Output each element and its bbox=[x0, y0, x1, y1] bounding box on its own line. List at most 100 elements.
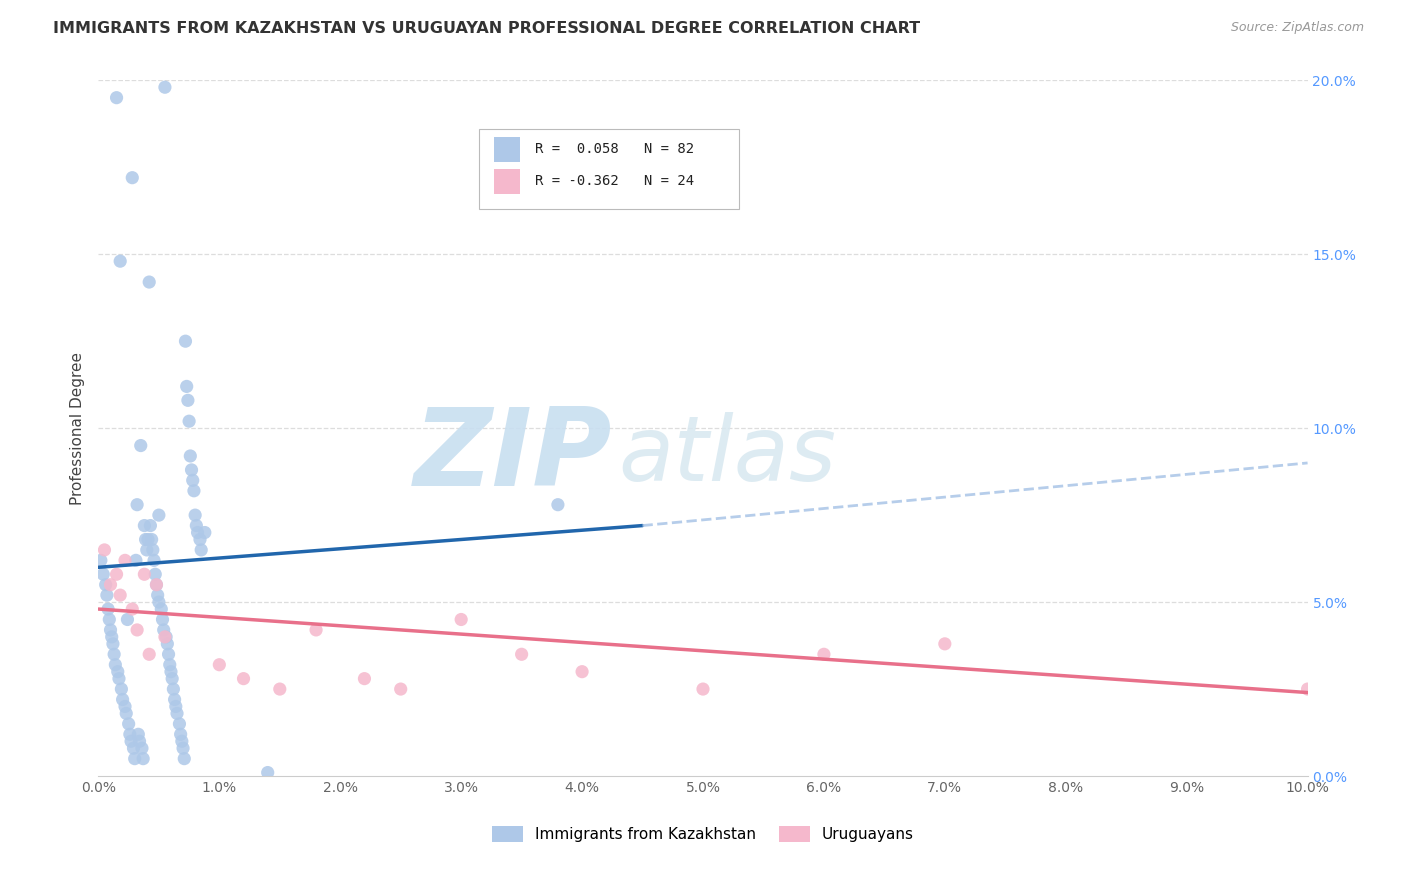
Point bbox=[105, 567, 128, 582]
Point bbox=[118, 717, 141, 731]
Point bbox=[129, 438, 152, 452]
Point bbox=[108, 254, 131, 268]
Point bbox=[91, 567, 114, 582]
Point bbox=[100, 578, 122, 592]
Point bbox=[163, 692, 186, 706]
Point bbox=[169, 717, 191, 731]
Y-axis label: Professional Degree: Professional Degree bbox=[69, 351, 84, 505]
Point bbox=[135, 533, 157, 547]
Text: R = -0.362   N = 24: R = -0.362 N = 24 bbox=[534, 174, 695, 188]
Point bbox=[142, 542, 165, 557]
Point bbox=[127, 498, 149, 512]
Point bbox=[186, 518, 208, 533]
Point bbox=[131, 741, 153, 756]
Point bbox=[115, 706, 138, 721]
Point bbox=[353, 672, 375, 686]
Point bbox=[181, 473, 204, 487]
Point bbox=[114, 699, 136, 714]
Point bbox=[98, 612, 121, 626]
Point bbox=[934, 637, 956, 651]
Point bbox=[136, 533, 159, 547]
Point bbox=[160, 665, 183, 679]
Point bbox=[120, 734, 142, 748]
Point bbox=[180, 463, 202, 477]
Point bbox=[127, 727, 149, 741]
Point bbox=[156, 637, 179, 651]
Point bbox=[110, 681, 132, 696]
Point bbox=[692, 681, 714, 696]
Point bbox=[134, 567, 156, 582]
Point bbox=[143, 553, 166, 567]
Text: ZIP: ZIP bbox=[413, 403, 613, 509]
Point bbox=[162, 681, 184, 696]
Point bbox=[90, 553, 112, 567]
Text: Source: ZipAtlas.com: Source: ZipAtlas.com bbox=[1230, 21, 1364, 35]
Point bbox=[96, 588, 118, 602]
Point bbox=[183, 483, 205, 498]
Point bbox=[97, 602, 120, 616]
Point bbox=[450, 612, 472, 626]
Point bbox=[173, 751, 195, 765]
Text: atlas: atlas bbox=[619, 412, 837, 500]
Point bbox=[118, 727, 141, 741]
Point bbox=[107, 665, 129, 679]
Point bbox=[111, 692, 134, 706]
Point bbox=[138, 648, 160, 662]
Point bbox=[93, 542, 115, 557]
Bar bbox=[494, 136, 520, 161]
Point bbox=[121, 602, 143, 616]
Point bbox=[159, 657, 181, 672]
Point bbox=[135, 542, 157, 557]
Point bbox=[94, 578, 117, 592]
Point bbox=[132, 751, 155, 765]
Point bbox=[165, 699, 187, 714]
Point bbox=[160, 672, 183, 686]
Point bbox=[170, 734, 193, 748]
Point bbox=[150, 602, 173, 616]
Point bbox=[143, 567, 166, 582]
Point bbox=[174, 334, 197, 348]
Point bbox=[148, 508, 170, 523]
Point bbox=[105, 90, 128, 104]
Point bbox=[148, 595, 170, 609]
Legend: Immigrants from Kazakhstan, Uruguayans: Immigrants from Kazakhstan, Uruguayans bbox=[486, 821, 920, 848]
Point bbox=[184, 508, 207, 523]
Point bbox=[256, 765, 278, 780]
Point bbox=[269, 681, 291, 696]
Point bbox=[152, 623, 174, 637]
Point bbox=[100, 630, 122, 644]
Point bbox=[152, 612, 174, 626]
Point bbox=[121, 170, 143, 185]
Point bbox=[124, 751, 146, 765]
Point bbox=[547, 498, 569, 512]
Point bbox=[1296, 681, 1319, 696]
Point bbox=[153, 630, 176, 644]
Point bbox=[166, 706, 188, 721]
Point bbox=[187, 525, 209, 540]
Point bbox=[114, 553, 136, 567]
Point bbox=[510, 648, 533, 662]
Point bbox=[108, 588, 131, 602]
Point bbox=[117, 612, 139, 626]
Point bbox=[389, 681, 412, 696]
Point bbox=[139, 518, 162, 533]
Point bbox=[138, 275, 160, 289]
Point bbox=[122, 741, 145, 756]
Point bbox=[172, 741, 194, 756]
Point bbox=[134, 518, 156, 533]
Point bbox=[194, 525, 217, 540]
Point bbox=[232, 672, 254, 686]
Point bbox=[108, 672, 131, 686]
Point bbox=[145, 578, 167, 592]
Point bbox=[813, 648, 835, 662]
Point bbox=[100, 623, 122, 637]
Point bbox=[571, 665, 593, 679]
Point bbox=[145, 578, 167, 592]
Point bbox=[153, 80, 176, 95]
Point bbox=[179, 449, 201, 463]
Point bbox=[104, 657, 127, 672]
Text: R =  0.058   N = 82: R = 0.058 N = 82 bbox=[534, 142, 695, 156]
Point bbox=[179, 414, 201, 428]
Point bbox=[177, 393, 200, 408]
Point bbox=[169, 727, 191, 741]
